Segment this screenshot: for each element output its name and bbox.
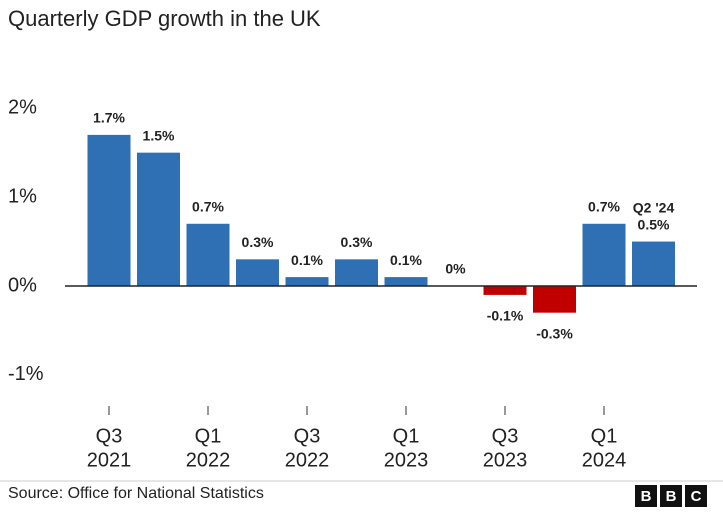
logo-box xyxy=(660,485,682,507)
x-tick-label: Q3 xyxy=(96,425,123,447)
value-label: 0.7% xyxy=(588,198,620,214)
chart-title: Quarterly GDP growth in the UK xyxy=(8,6,321,31)
bar xyxy=(335,259,378,286)
logo-letter: B xyxy=(641,488,652,505)
source: Source: Office for National Statistics xyxy=(8,485,264,502)
bar xyxy=(186,223,230,286)
x-tick-label: Q1 xyxy=(393,425,420,447)
y-tick-label: 2% xyxy=(8,97,37,119)
x-tick-label: 2021 xyxy=(87,449,132,471)
bar xyxy=(533,286,576,313)
logo-box xyxy=(635,485,657,507)
x-tick-label: 2023 xyxy=(384,449,429,471)
x-tick-label: Q1 xyxy=(591,425,618,447)
x-tick-label: 2022 xyxy=(285,449,330,471)
logo-letter: B xyxy=(666,488,677,505)
value-label: 0% xyxy=(445,261,466,277)
value-label: 1.5% xyxy=(143,127,175,143)
bar xyxy=(285,277,329,286)
x-tick-label: Q3 xyxy=(492,425,519,447)
y-tick-label: 0% xyxy=(8,274,37,296)
x-tick-label: 2022 xyxy=(186,449,231,471)
logo-letter: C xyxy=(691,488,702,505)
value-label: 0.1% xyxy=(390,252,422,268)
logo: B B C xyxy=(635,485,707,507)
bar xyxy=(236,259,279,286)
value-label: 0.5% xyxy=(638,216,670,232)
bar xyxy=(632,241,675,286)
bar xyxy=(137,152,180,286)
bar xyxy=(582,223,626,286)
value-label: -0.3% xyxy=(536,325,573,341)
x-tick-label: Q3 xyxy=(294,425,321,447)
logo-box xyxy=(685,485,707,507)
y-tick-label: -1% xyxy=(8,363,44,385)
bar xyxy=(483,286,527,295)
annotation: Q2 '24 xyxy=(633,199,675,215)
y-tick-label: 1% xyxy=(8,185,37,207)
value-label: 0.3% xyxy=(242,234,274,250)
value-label: 0.1% xyxy=(291,252,323,268)
x-tick-label: 2024 xyxy=(582,449,627,471)
value-label: 0.3% xyxy=(341,234,373,250)
value-label: 1.7% xyxy=(93,110,125,126)
value-label: 0.7% xyxy=(192,198,224,214)
value-label: -0.1% xyxy=(487,308,524,324)
x-tick-label: Q1 xyxy=(195,425,222,447)
x-tick-label: 2023 xyxy=(483,449,528,471)
bar xyxy=(87,134,131,286)
bar xyxy=(384,277,428,286)
